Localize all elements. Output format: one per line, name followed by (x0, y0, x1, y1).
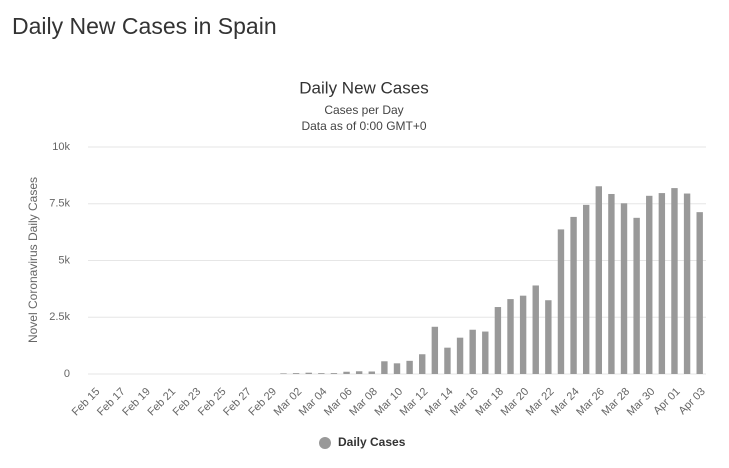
bar (532, 285, 539, 374)
bar (444, 347, 451, 374)
bar (280, 373, 287, 374)
bar (393, 363, 401, 374)
bar (646, 195, 653, 374)
bar (545, 300, 552, 374)
bar (608, 193, 615, 374)
bar (658, 193, 666, 374)
bar (292, 373, 300, 374)
bar (406, 360, 413, 374)
bar (570, 216, 577, 374)
bar (355, 371, 363, 374)
y-tick-label: 0 (64, 368, 70, 380)
bar (305, 372, 312, 374)
bar (671, 188, 678, 374)
y-tick-label: 7.5k (49, 198, 70, 210)
bar (595, 186, 602, 374)
bar (381, 361, 388, 374)
page-title: Daily New Cases in Spain (12, 13, 277, 39)
bar (469, 329, 476, 374)
y-axis-label: Novel Coronavirus Daily Cases (26, 177, 40, 343)
bar (318, 373, 325, 374)
bar (419, 354, 426, 374)
x-tick-label: Apr 01 (651, 386, 682, 417)
bar (368, 371, 375, 374)
bar (557, 229, 565, 374)
bar (343, 371, 350, 374)
bar (519, 295, 527, 374)
legend-marker (319, 437, 331, 449)
bar (633, 217, 640, 374)
bar (582, 204, 590, 374)
y-tick-label: 2.5k (49, 311, 70, 323)
bar (620, 203, 628, 374)
legend-label: Daily Cases (338, 435, 406, 449)
chart-subtitle: Data as of 0:00 GMT+0 (301, 119, 426, 133)
bar (456, 337, 464, 374)
y-tick-label: 10k (52, 141, 70, 153)
chart-title: Daily New Cases (299, 78, 428, 97)
chart-subtitle: Cases per Day (324, 103, 403, 117)
y-tick-label: 5k (58, 254, 70, 266)
bar (494, 307, 502, 374)
bar (482, 331, 489, 374)
bar (696, 212, 703, 374)
bar (683, 193, 691, 374)
bar (431, 326, 439, 374)
bar (507, 299, 514, 374)
x-tick-label: Mar 30 (625, 386, 658, 419)
x-tick-label: Apr 03 (676, 386, 707, 417)
bar (330, 373, 338, 374)
